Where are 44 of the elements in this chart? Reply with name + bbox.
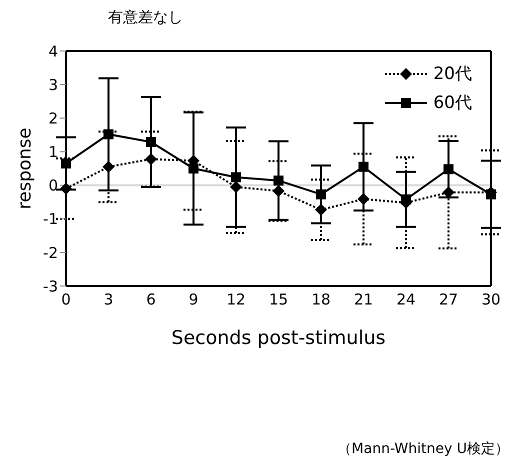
point — [188, 164, 198, 174]
x-tick-label: 30 — [481, 290, 501, 309]
x-tick-label: 3 — [104, 290, 114, 309]
x-tick-label: 18 — [311, 290, 331, 309]
point — [358, 162, 368, 172]
y-axis-title: response — [14, 128, 36, 210]
point — [272, 184, 284, 197]
point — [146, 136, 156, 147]
y-tick-label: -3 — [43, 277, 58, 296]
point — [145, 153, 157, 166]
y-tick-label: 2 — [48, 109, 58, 128]
x-axis-title: Seconds post-stimulus — [171, 327, 386, 349]
legend-label: 20代 — [433, 63, 472, 85]
point — [442, 186, 454, 198]
point — [316, 189, 326, 200]
point — [486, 189, 496, 200]
point — [61, 158, 71, 168]
point — [358, 193, 370, 206]
y-tick-label: 1 — [48, 143, 58, 162]
x-tick-label: 6 — [146, 290, 156, 309]
y-tick-label: 4 — [48, 42, 58, 60]
y-tick-label: -2 — [43, 244, 58, 262]
point — [401, 194, 411, 204]
point — [60, 182, 72, 195]
x-tick-label: 24 — [396, 290, 416, 309]
x-tick-label: 21 — [354, 290, 374, 309]
y-tick-label: 3 — [48, 76, 58, 94]
point — [102, 160, 114, 173]
point — [231, 172, 241, 182]
chart-title: 有意差なし — [108, 8, 183, 27]
x-tick-label: 27 — [438, 290, 458, 309]
point — [230, 180, 242, 193]
text: （Mann-Whitney U検定） — [338, 440, 509, 458]
point — [274, 176, 284, 186]
y-tick-label: -1 — [43, 210, 58, 228]
x-tick-label: 15 — [268, 290, 288, 309]
x-tick-label: 9 — [188, 290, 198, 309]
point — [104, 129, 114, 140]
y-tick-label: 0 — [48, 176, 58, 195]
x-tick-label: 12 — [226, 290, 246, 309]
legend-label: 60代 — [433, 92, 472, 114]
point — [444, 164, 454, 174]
x-tick-label: 0 — [61, 290, 71, 309]
point — [315, 204, 327, 216]
